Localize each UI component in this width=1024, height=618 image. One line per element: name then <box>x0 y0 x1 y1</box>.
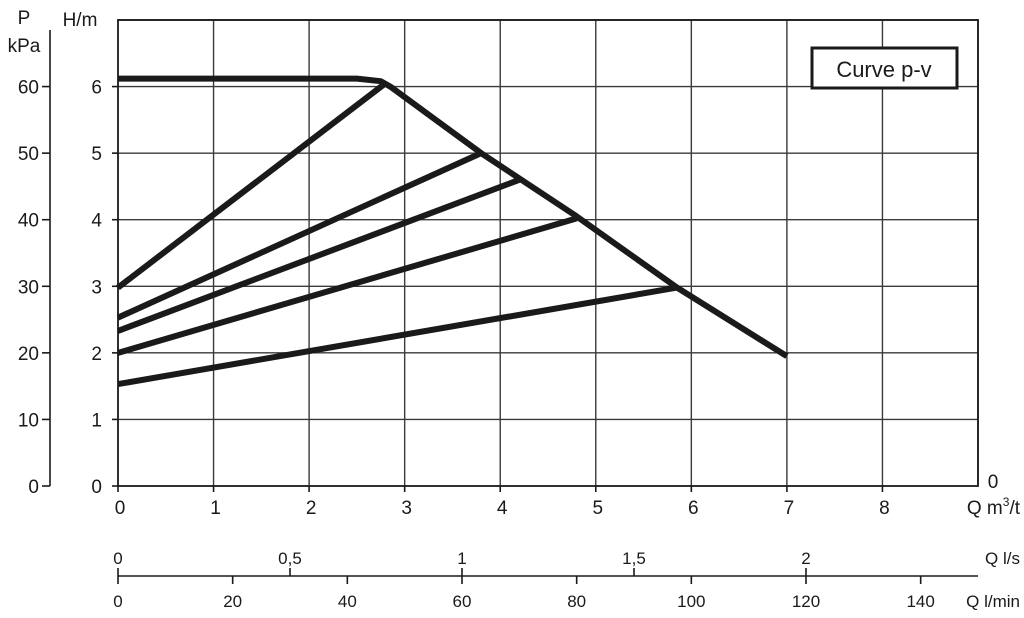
max-pump-curve <box>118 75 789 359</box>
kpa-tick-label: 0 <box>28 477 39 498</box>
q-lmin-tick-label: 40 <box>338 592 357 611</box>
q-m3-tick-label: 3 <box>401 498 412 519</box>
kpa-unit-kpa: kPa <box>8 36 41 57</box>
legend-label: Curve p-v <box>836 57 931 82</box>
pressure-curve-5 <box>117 284 678 388</box>
h-tick-label: 0 <box>91 477 102 498</box>
kpa-unit-p: P <box>18 8 31 29</box>
kpa-tick-label: 10 <box>18 410 39 431</box>
q-ls-tick-label: 2 <box>801 549 810 568</box>
legend: Curve p-v <box>810 46 959 90</box>
h-axis-label: H/m <box>63 10 98 31</box>
q-lmin-tick-label: 60 <box>453 592 472 611</box>
right-zero-label: 0 <box>988 472 999 493</box>
h-tick-label: 1 <box>91 410 102 431</box>
plot-frame <box>117 19 979 487</box>
q-ls-tick-label: 0,5 <box>278 549 302 568</box>
q-m3-tick-label: 7 <box>784 498 795 519</box>
q-lmin-tick-label: 80 <box>567 592 586 611</box>
q-lmin-axis-label: Q l/min <box>966 592 1020 611</box>
q-m3-tick-label: 0 <box>115 498 126 519</box>
q-lmin-tick-label: 100 <box>677 592 705 611</box>
h-tick-label: 5 <box>91 144 102 165</box>
q-m3-tick-label: 6 <box>688 498 699 519</box>
q-lmin-tick-label: 0 <box>113 592 122 611</box>
series-layer <box>116 75 789 388</box>
pressure-curve-4 <box>117 215 578 356</box>
q-m3-tick-label: 1 <box>210 498 221 519</box>
h-tick-label: 2 <box>91 344 102 365</box>
pressure-curve-2 <box>116 150 483 321</box>
kpa-tick-label: 50 <box>18 144 39 165</box>
q-ls-tick-label: 1 <box>457 549 466 568</box>
kpa-tick-label: 20 <box>18 344 39 365</box>
q-m3-tick-label: 2 <box>306 498 317 519</box>
q-m3-tick-label: 5 <box>592 498 603 519</box>
pressure-curve-3 <box>116 176 521 334</box>
q-lmin-tick-label: 140 <box>906 592 934 611</box>
kpa-tick-label: 30 <box>18 277 39 298</box>
q-ls-axis-label: Q l/s <box>985 549 1020 568</box>
grid-layer <box>118 19 979 486</box>
q-m3-tick-label: 8 <box>879 498 890 519</box>
pressure-curve-1 <box>116 80 388 290</box>
q-ls-tick-label: 0 <box>113 549 122 568</box>
q-lmin-tick-label: 120 <box>792 592 820 611</box>
legend-box <box>810 46 959 90</box>
q-ls-tick-label: 1,5 <box>622 549 646 568</box>
q-lmin-tick-label: 20 <box>223 592 242 611</box>
h-tick-label: 3 <box>91 277 102 298</box>
q-m3-tick-label: 4 <box>497 498 508 519</box>
axis-layer <box>42 19 979 584</box>
h-tick-label: 6 <box>91 78 102 99</box>
kpa-tick-label: 40 <box>18 211 39 232</box>
h-tick-label: 4 <box>91 211 102 232</box>
q-m3-axis-label: Q m3/t <box>967 495 1021 519</box>
kpa-tick-label: 60 <box>18 78 39 99</box>
